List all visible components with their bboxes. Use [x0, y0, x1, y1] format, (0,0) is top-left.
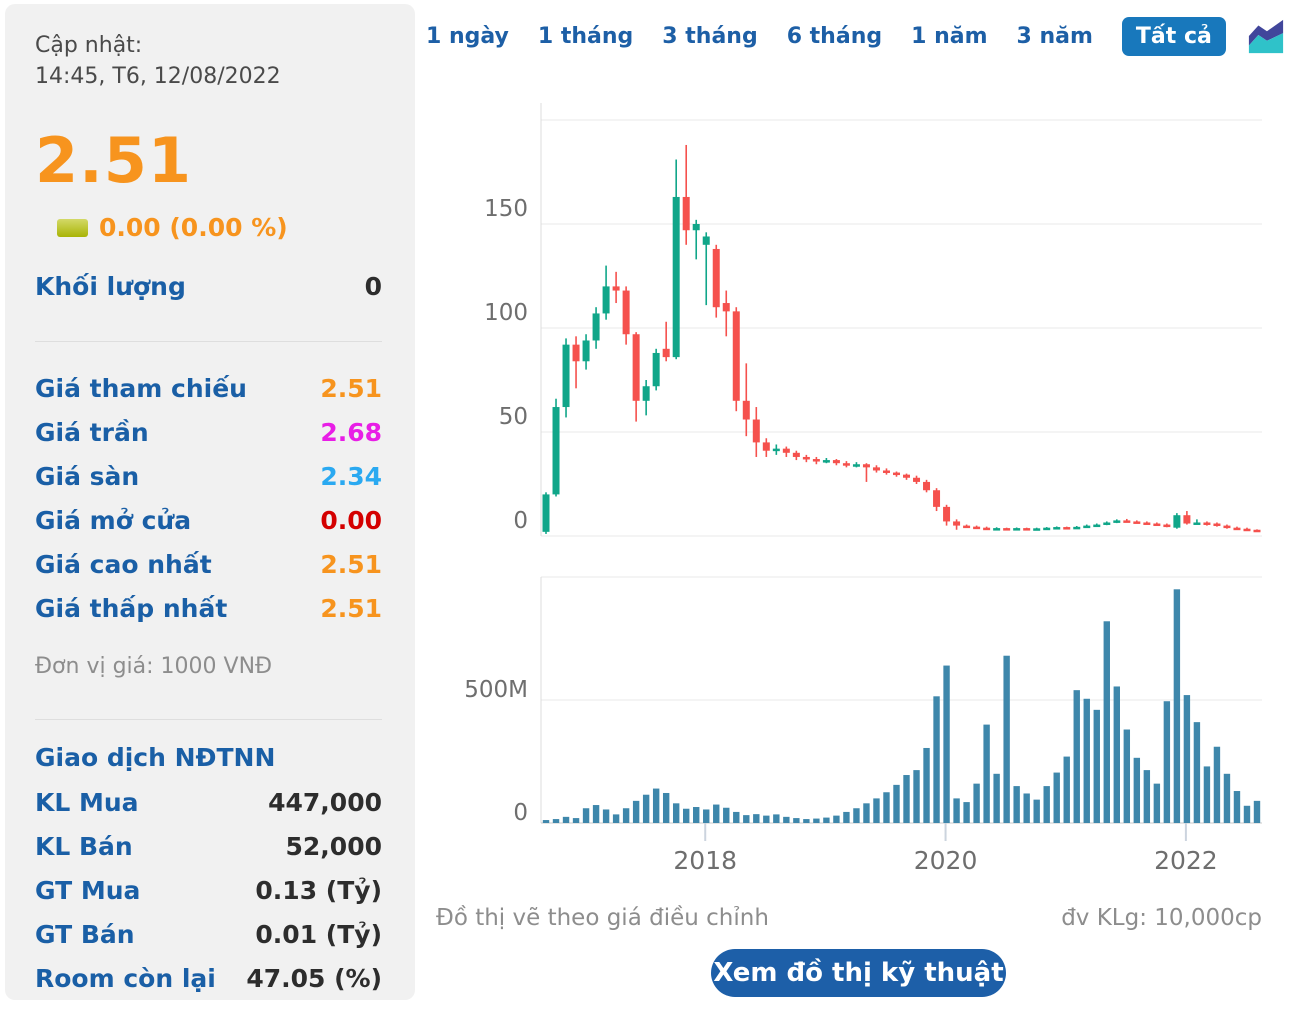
updated-block: Cập nhật: 14:45, T6, 12/08/2022 — [35, 30, 382, 92]
table-row: KL Bán 52,000 — [35, 824, 382, 868]
table-row: GT Mua 0.13 (Tỷ) — [35, 868, 382, 912]
row-value: 2.34 — [320, 461, 382, 491]
row-label: Giá trần — [35, 417, 149, 447]
row-label: Giá mở cửa — [35, 505, 192, 535]
row-label: Giá sàn — [35, 461, 140, 491]
row-label: GT Bán — [35, 919, 135, 949]
svg-text:2020: 2020 — [914, 846, 978, 875]
row-label: Giá tham chiếu — [35, 373, 247, 403]
tab-range-3-thang[interactable]: 3 tháng — [662, 23, 758, 49]
volume-label: Khối lượng — [35, 272, 186, 302]
row-value: 47.05 (%) — [246, 963, 382, 993]
row-value: 447,000 — [268, 787, 382, 817]
price-table: Giá tham chiếu 2.51 Giá trần 2.68 Giá sà… — [35, 366, 382, 630]
svg-text:2022: 2022 — [1154, 846, 1218, 875]
current-price: 2.51 — [35, 124, 192, 198]
table-row: Room còn lại 47.05 (%) — [35, 956, 382, 1000]
svg-text:2018: 2018 — [673, 846, 737, 875]
row-label: GT Mua — [35, 875, 141, 905]
table-row: Giá trần 2.68 — [35, 410, 382, 454]
volume-row: Khối lượng 0 — [35, 272, 382, 301]
row-value: 2.51 — [320, 549, 382, 579]
chart-toolbar: 1 ngày 1 tháng 3 tháng 6 tháng 1 năm 3 n… — [426, 15, 1285, 57]
table-row: KL Mua 447,000 — [35, 780, 382, 824]
updated-label: Cập nhật: — [35, 33, 143, 58]
volume-chart[interactable]: 500M 0 2018 2020 2022 — [420, 560, 1312, 880]
row-value: 0.00 — [320, 505, 382, 535]
updated-time: 14:45, T6, 12/08/2022 — [35, 64, 281, 90]
table-row: Giá sàn 2.34 — [35, 454, 382, 498]
row-label: KL Mua — [35, 787, 139, 817]
tab-range-6-thang[interactable]: 6 tháng — [786, 23, 883, 49]
table-row: Giá mở cửa 0.00 — [35, 498, 382, 542]
price-chart[interactable]: 0 50 100 150 — [420, 95, 1312, 560]
technical-chart-button[interactable]: Xem đồ thị kỹ thuật — [711, 949, 1006, 997]
tab-range-1-thang[interactable]: 1 tháng — [537, 23, 634, 49]
row-value: 0.13 (Tỷ) — [255, 875, 382, 905]
price-change: 0.00 (0.00 %) — [99, 213, 288, 243]
row-label: KL Bán — [35, 831, 133, 861]
table-row: GT Bán 0.01 (Tỷ) — [35, 912, 382, 956]
quote-panel: Cập nhật: 14:45, T6, 12/08/2022 2.51 0.0… — [5, 4, 415, 1000]
volume-value: 0 — [364, 272, 382, 302]
adjusted-price-note: Đồ thị vẽ theo giá điều chỉnh — [436, 905, 769, 931]
volume-unit-note: đv KLg: 10,000cp — [1061, 905, 1262, 931]
svg-text:500M: 500M — [464, 677, 528, 703]
table-row: Giá thấp nhất 2.51 — [35, 586, 382, 630]
tab-range-1-nam[interactable]: 1 năm — [911, 23, 988, 49]
svg-text:0: 0 — [513, 800, 528, 826]
row-value: 52,000 — [285, 831, 382, 861]
price-change-row: 0.00 (0.00 %) — [35, 213, 382, 242]
divider — [35, 719, 382, 721]
row-value: 0.01 (Tỷ) — [255, 919, 382, 949]
row-value: 2.51 — [320, 593, 382, 623]
row-value: 2.68 — [320, 417, 382, 447]
foreign-trading-table: KL Mua 447,000 KL Bán 52,000 GT Mua 0.13… — [35, 780, 382, 1000]
row-label: Giá thấp nhất — [35, 593, 228, 623]
tab-range-all-selected[interactable]: Tất cả — [1121, 16, 1226, 56]
svg-text:100: 100 — [484, 300, 528, 326]
divider — [35, 341, 382, 343]
svg-text:150: 150 — [484, 196, 528, 222]
svg-text:0: 0 — [513, 508, 528, 534]
row-value: 2.51 — [320, 373, 382, 403]
tab-range-3-nam[interactable]: 3 năm — [1016, 23, 1093, 49]
tab-range-1-ngay[interactable]: 1 ngày — [426, 23, 509, 49]
area-chart-icon[interactable] — [1247, 17, 1285, 55]
table-row: Giá tham chiếu 2.51 — [35, 366, 382, 410]
table-row: Giá cao nhất 2.51 — [35, 542, 382, 586]
unchanged-indicator-icon — [57, 218, 88, 237]
row-label: Giá cao nhất — [35, 549, 212, 579]
svg-text:50: 50 — [499, 404, 528, 430]
foreign-trading-title: Giao dịch NĐTNN — [35, 742, 276, 772]
row-label: Room còn lại — [35, 963, 216, 993]
price-unit-note: Đơn vị giá: 1000 VNĐ — [35, 654, 273, 680]
